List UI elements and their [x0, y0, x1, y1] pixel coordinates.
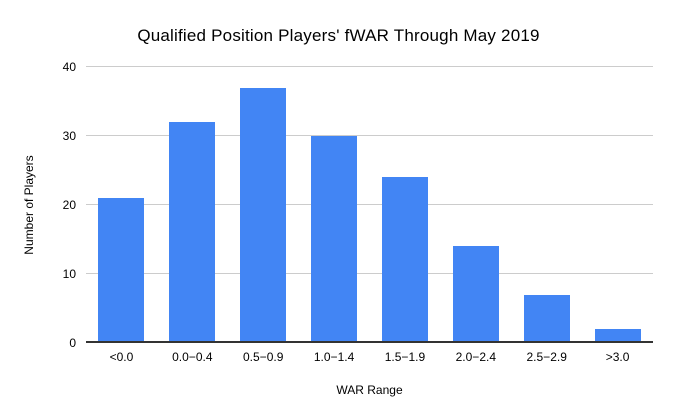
chart-title: Qualified Position Players' fWAR Through…	[137, 26, 540, 45]
x-tick-label: >3.0	[605, 350, 630, 364]
bars-layer	[86, 67, 653, 343]
bar	[381, 177, 428, 343]
x-tick-label: <0.0	[109, 350, 134, 364]
x-axis-tick-labels: <0.0 0.0−0.4 0.5−0.9 1.0−1.4 1.5−1.9 2.0−2.4 2…	[86, 350, 653, 364]
bar-group	[370, 67, 441, 343]
bar	[523, 294, 570, 343]
bar	[98, 198, 145, 343]
x-tick-label: 0.0−0.4	[172, 350, 213, 364]
x-axis-baseline	[86, 341, 653, 343]
x-tick-label: 1.5−1.9	[384, 350, 426, 364]
bar	[452, 246, 499, 343]
bar	[594, 329, 641, 343]
gridline	[86, 273, 653, 274]
y-tick-label: 40	[62, 60, 76, 74]
bar-group	[582, 67, 653, 343]
x-tick-label: 2.0−2.4	[455, 350, 496, 364]
gridline	[86, 66, 653, 67]
bar-group	[157, 67, 228, 343]
bar-group	[299, 67, 370, 343]
y-tick-label: 10	[62, 267, 76, 281]
bar-group	[228, 67, 299, 343]
x-tick-label: 2.5−2.9	[526, 350, 567, 364]
gridline	[86, 204, 653, 205]
bar	[240, 87, 287, 343]
gridline	[86, 135, 653, 136]
bar	[169, 122, 216, 343]
x-tick-label: 0.5−0.9	[243, 350, 284, 364]
x-tick-label: 1.0−1.4	[313, 350, 355, 364]
bar-group	[86, 67, 157, 343]
bar-group	[511, 67, 582, 343]
plot-area	[86, 66, 653, 343]
y-tick-label: 30	[62, 129, 76, 143]
bar	[311, 136, 358, 343]
bar-group	[440, 67, 511, 343]
y-tick-label: 0	[69, 336, 76, 350]
x-axis-title: WAR Range	[336, 383, 403, 397]
y-tick-label: 20	[62, 198, 76, 212]
